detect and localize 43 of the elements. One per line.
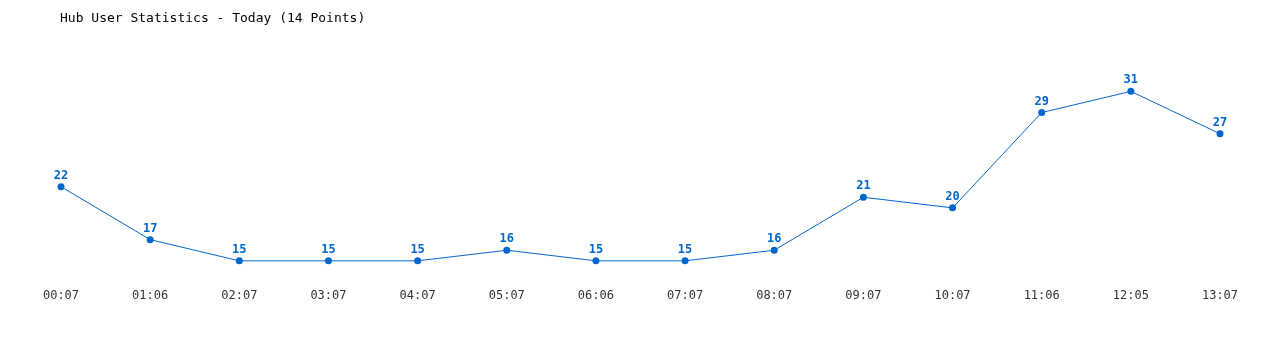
- data-label: 27: [1212, 114, 1228, 129]
- x-tick-label: 01:06: [132, 287, 169, 302]
- x-tick-label: 12:05: [1112, 287, 1149, 302]
- data-label: 20: [945, 188, 960, 203]
- x-tick-label: 02:07: [221, 287, 258, 302]
- data-label: 21: [856, 178, 871, 193]
- data-label: 15: [588, 241, 604, 256]
- x-tick-label: 11:06: [1023, 287, 1060, 302]
- point: [1038, 109, 1046, 117]
- point: [324, 257, 332, 265]
- point: [859, 193, 867, 201]
- x-tick-label: 06:06: [577, 287, 614, 302]
- point: [57, 183, 65, 191]
- x-tick-label: 07:07: [667, 287, 704, 302]
- point: [592, 257, 600, 265]
- point: [949, 204, 957, 212]
- point: [235, 257, 243, 265]
- data-label: 29: [1034, 93, 1049, 108]
- data-label: 15: [410, 241, 425, 256]
- point: [146, 236, 154, 244]
- x-tick-label: 05:07: [488, 287, 525, 302]
- point: [681, 257, 689, 265]
- data-label: 15: [321, 241, 336, 256]
- data-label: 17: [142, 220, 158, 235]
- data-label: 31: [1123, 72, 1139, 87]
- data-label: 15: [232, 241, 247, 256]
- data-label: 16: [499, 231, 514, 246]
- x-tick-label: 09:07: [845, 287, 882, 302]
- chart-title: Hub User Statistics - Today (14 Points): [60, 10, 366, 25]
- data-label: 22: [53, 167, 69, 182]
- data-label: 15: [677, 241, 693, 256]
- x-tick-label: 00:07: [42, 287, 80, 302]
- x-tick-label: 08:07: [756, 287, 793, 302]
- x-tick-label: 03:07: [310, 287, 347, 302]
- point: [770, 246, 778, 254]
- point: [503, 246, 511, 254]
- point: [414, 257, 422, 265]
- point: [1127, 87, 1135, 95]
- point: [1216, 130, 1224, 138]
- x-tick-label: 10:07: [934, 287, 971, 302]
- x-tick-label: 04:07: [399, 287, 436, 302]
- x-tick-label: 13:07: [1201, 287, 1239, 302]
- data-label: 16: [767, 231, 782, 246]
